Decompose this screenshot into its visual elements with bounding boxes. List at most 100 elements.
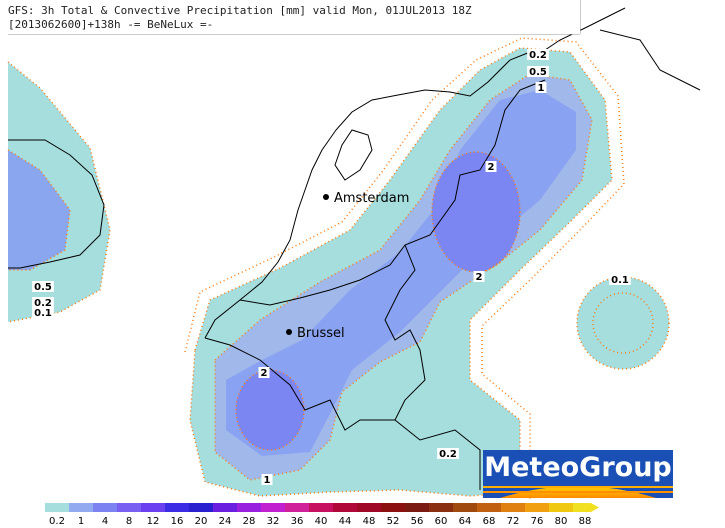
legend-swatch — [405, 503, 429, 512]
legend-label: 52 — [387, 516, 400, 527]
contour-line — [7, 149, 71, 271]
contour-label: 0.2 — [529, 50, 547, 61]
legend-swatch — [141, 503, 165, 512]
legend-label: 24 — [219, 516, 232, 527]
contour-label: 0.2 — [439, 449, 457, 460]
legend-swatch — [213, 503, 237, 512]
contour-label: 0.2 — [34, 298, 52, 309]
border — [204, 337, 395, 431]
header-bg — [0, 0, 580, 34]
legend-label: 12 — [147, 516, 160, 527]
legend-swatch — [165, 503, 189, 512]
precip-area-1 — [8, 150, 70, 270]
coastline — [8, 139, 105, 269]
contour-line — [189, 47, 613, 497]
contour-label: 0.5 — [34, 282, 52, 293]
legend-label: 4 — [102, 516, 108, 527]
legend-swatch — [501, 503, 525, 512]
legend-label: 80 — [555, 516, 568, 527]
contour-label: 0.5 — [529, 67, 547, 78]
contour-line — [235, 369, 305, 451]
legend-label: 8 — [126, 516, 132, 527]
contour-label: 1 — [264, 475, 271, 486]
legend-swatch — [69, 503, 93, 512]
city-label: Amsterdam — [334, 191, 409, 206]
contour-line — [431, 151, 521, 273]
legend: 0.2 1 4 8 12 16 20 24 28 32 36 40 44 48 52 56 60 64 68 72 76… — [45, 503, 599, 527]
logo-stripe — [483, 486, 673, 488]
header-title: GFS: 3h Total & Convective Precipitation… — [8, 4, 472, 17]
legend-label: 32 — [267, 516, 280, 527]
legend-swatch — [357, 503, 381, 512]
contour-label-bg — [473, 271, 485, 282]
logo: MeteoGroup — [483, 450, 673, 498]
legend-label: 60 — [435, 516, 448, 527]
logo-text: MeteoGroup — [484, 452, 672, 483]
contour-label-bg — [32, 281, 54, 292]
legend-swatch — [333, 503, 357, 512]
legend-swatch — [285, 503, 309, 512]
city-dot — [286, 329, 292, 335]
legend-label: 16 — [171, 516, 184, 527]
legend-label: 88 — [579, 516, 592, 527]
contour-label-bg — [32, 297, 54, 308]
legend-label: 68 — [483, 516, 496, 527]
legend-swatch — [237, 503, 261, 512]
city-dot — [323, 194, 329, 200]
legend-swatch — [453, 503, 477, 512]
border — [384, 244, 481, 490]
legend-label: 44 — [339, 516, 352, 527]
contour-label: 2 — [488, 162, 495, 173]
legend-swatch — [117, 503, 141, 512]
contour-label: 2 — [261, 368, 268, 379]
contour-label-bg — [261, 474, 273, 485]
city-label: Brussel — [297, 326, 345, 341]
contour-label-bg — [527, 66, 549, 77]
contour-label: 1 — [538, 83, 545, 94]
coastline — [334, 129, 373, 181]
contour-line — [184, 37, 625, 500]
legend-swatch — [477, 503, 501, 512]
contour-label-bg — [609, 274, 631, 285]
legend-label: 36 — [291, 516, 304, 527]
legend-label: 48 — [363, 516, 376, 527]
legend-swatch — [93, 503, 117, 512]
contour-label-bg — [535, 82, 547, 93]
contour-label: 2 — [476, 272, 483, 283]
contour-label-bg — [437, 448, 459, 459]
legend-label: 0.2 — [49, 516, 65, 527]
legend-swatch — [189, 503, 213, 512]
legend-label: 56 — [411, 516, 424, 527]
legend-label: 72 — [507, 516, 520, 527]
contour-label-bg — [32, 307, 54, 318]
legend-swatch — [309, 503, 333, 512]
contour-label: 0.1 — [34, 308, 52, 319]
contour-line — [592, 292, 654, 354]
contour-line — [214, 73, 593, 481]
legend-label: 64 — [459, 516, 472, 527]
precip-area-4 — [236, 370, 304, 450]
legend-swatch — [261, 503, 285, 512]
legend-swatch — [45, 503, 69, 512]
logo-stripe — [483, 491, 673, 493]
legend-label: 1 — [78, 516, 84, 527]
legend-swatch — [381, 503, 405, 512]
precip-area-4 — [432, 152, 520, 272]
legend-swatch — [525, 503, 549, 512]
legend-label: 28 — [243, 516, 256, 527]
legend-label: 20 — [195, 516, 208, 527]
contour-label: 0.1 — [611, 275, 629, 286]
legend-label: 76 — [531, 516, 544, 527]
header-subtitle: [2013062600]+138h -= BeNeLux =- — [8, 18, 213, 31]
legend-arrow — [573, 503, 599, 512]
coastline — [599, 29, 701, 91]
border — [239, 79, 546, 306]
contour-label-bg — [527, 49, 549, 60]
legend-swatch — [549, 503, 573, 512]
legend-swatch — [429, 503, 453, 512]
precip-area-0-2 — [577, 277, 669, 369]
precipitation-map — [7, 7, 701, 500]
contour-label-bg — [258, 367, 270, 378]
legend-label: 40 — [315, 516, 328, 527]
